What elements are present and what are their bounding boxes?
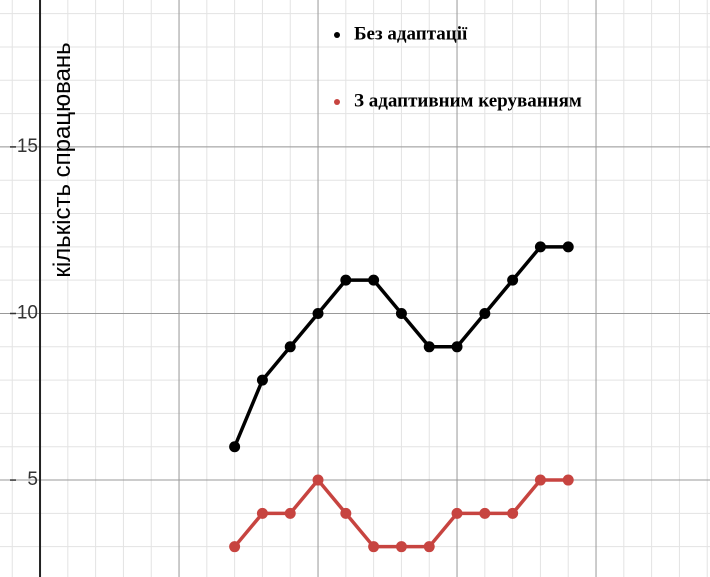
- point: [507, 507, 519, 519]
- point: [368, 274, 380, 286]
- point: [312, 474, 324, 486]
- point: [256, 374, 268, 386]
- point: [395, 307, 407, 319]
- y-axis-label: кількість спрацювань: [49, 42, 76, 277]
- point: [256, 507, 268, 519]
- point: [229, 541, 241, 553]
- legend-marker: [334, 99, 340, 105]
- point: [423, 541, 435, 553]
- plot: [229, 241, 574, 553]
- point: [395, 541, 407, 553]
- point: [423, 341, 435, 353]
- point: [562, 241, 574, 253]
- point: [479, 507, 491, 519]
- legend-marker: [334, 32, 340, 38]
- point: [451, 341, 463, 353]
- point: [229, 441, 241, 453]
- point: [562, 474, 574, 486]
- point: [534, 241, 546, 253]
- point: [284, 507, 296, 519]
- point: [284, 341, 296, 353]
- point: [451, 507, 463, 519]
- point: [534, 474, 546, 486]
- y-tick-label: 10: [17, 303, 38, 324]
- y-tick-label: 15: [17, 136, 38, 157]
- point: [312, 307, 324, 319]
- y-tick-label: 5: [27, 469, 38, 490]
- legend-label: Без адаптації: [354, 23, 468, 44]
- point: [340, 274, 352, 286]
- point: [340, 507, 352, 519]
- point: [368, 541, 380, 553]
- legend-label: З адаптивним керуванням: [354, 90, 582, 111]
- point: [479, 307, 491, 319]
- point: [507, 274, 519, 286]
